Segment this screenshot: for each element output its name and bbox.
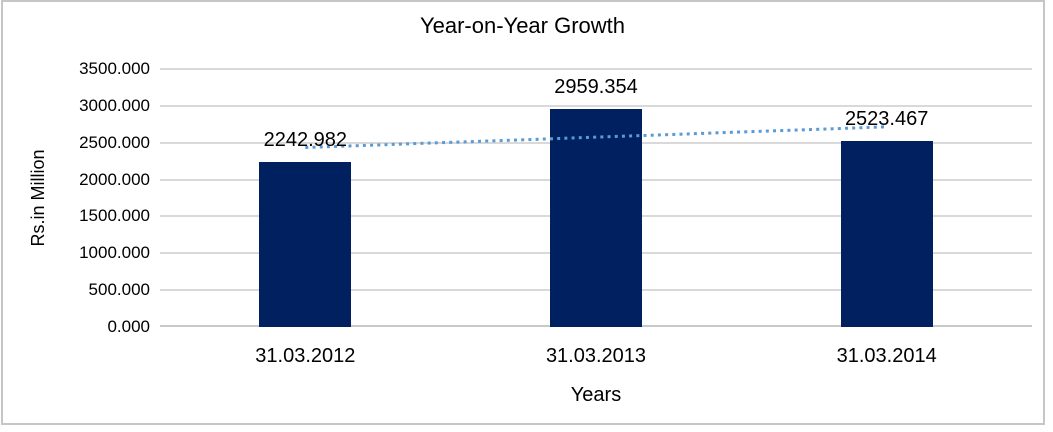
y-axis-title: Rs.in Million bbox=[28, 149, 48, 247]
x-tick-label: 31.03.2012 bbox=[255, 345, 356, 367]
bar bbox=[840, 140, 933, 327]
y-tick-label: 1500.000 bbox=[79, 206, 150, 226]
y-tick-label: 2500.000 bbox=[79, 132, 150, 152]
bar bbox=[259, 161, 352, 327]
y-tick-label: 500.000 bbox=[88, 280, 150, 300]
trendline bbox=[305, 125, 887, 150]
y-tick-label: 1000.000 bbox=[79, 243, 150, 263]
bar-data-label: 2959.354 bbox=[554, 75, 638, 98]
gridline bbox=[160, 68, 1032, 70]
y-tick-label: 3500.000 bbox=[79, 59, 150, 78]
y-tick-label: 0.000 bbox=[107, 317, 150, 336]
chart-title: Year-on-Year Growth bbox=[419, 13, 626, 38]
bar-data-label: 2242.982 bbox=[263, 128, 348, 151]
y-tick-label: 2000.000 bbox=[79, 169, 150, 189]
x-tick-label: 31.03.2014 bbox=[836, 345, 937, 367]
bar bbox=[550, 108, 642, 327]
y-tick-label: 3000.000 bbox=[79, 95, 150, 115]
x-tick-label: 31.03.2013 bbox=[545, 345, 647, 367]
x-axis-title: Years bbox=[570, 384, 622, 406]
bar-data-label: 2523.467 bbox=[844, 107, 929, 130]
gridline bbox=[160, 104, 1032, 107]
